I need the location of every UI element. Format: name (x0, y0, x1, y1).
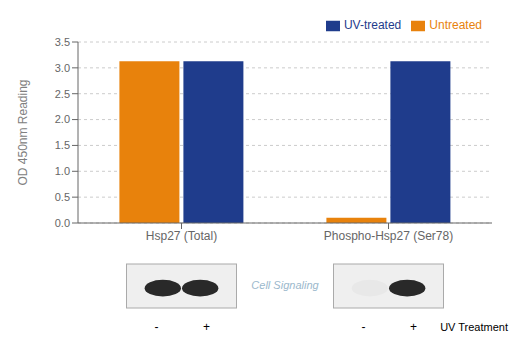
svg-text:UV Treatment: UV Treatment (440, 321, 508, 333)
svg-text:3.0: 3.0 (55, 62, 70, 74)
svg-text:0.0: 0.0 (55, 217, 70, 229)
svg-text:3.5: 3.5 (55, 36, 70, 48)
svg-text:Hsp27 (Total): Hsp27 (Total) (146, 229, 217, 243)
svg-text:Phospho-Hsp27 (Ser78): Phospho-Hsp27 (Ser78) (324, 229, 453, 243)
svg-text:+: + (203, 320, 210, 334)
svg-text:+: + (410, 320, 417, 334)
svg-text:2.0: 2.0 (55, 113, 70, 125)
svg-text:0.5: 0.5 (55, 191, 70, 203)
svg-text:2.5: 2.5 (55, 88, 70, 100)
svg-text:-: - (362, 320, 366, 334)
svg-text:Cell Signaling: Cell Signaling (251, 279, 319, 291)
svg-text:OD 450nm Reading: OD 450nm Reading (16, 79, 30, 185)
html-text:Untreated: Untreated (429, 18, 482, 32)
svg-text:1.5: 1.5 (55, 139, 70, 151)
svg-text:1.0: 1.0 (55, 165, 70, 177)
html-text:UV-treated: UV-treated (343, 18, 402, 32)
svg-text:-: - (155, 320, 159, 334)
